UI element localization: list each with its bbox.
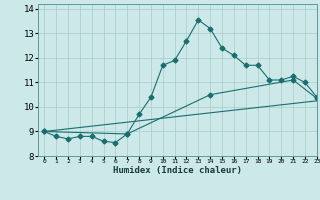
X-axis label: Humidex (Indice chaleur): Humidex (Indice chaleur): [113, 166, 242, 175]
